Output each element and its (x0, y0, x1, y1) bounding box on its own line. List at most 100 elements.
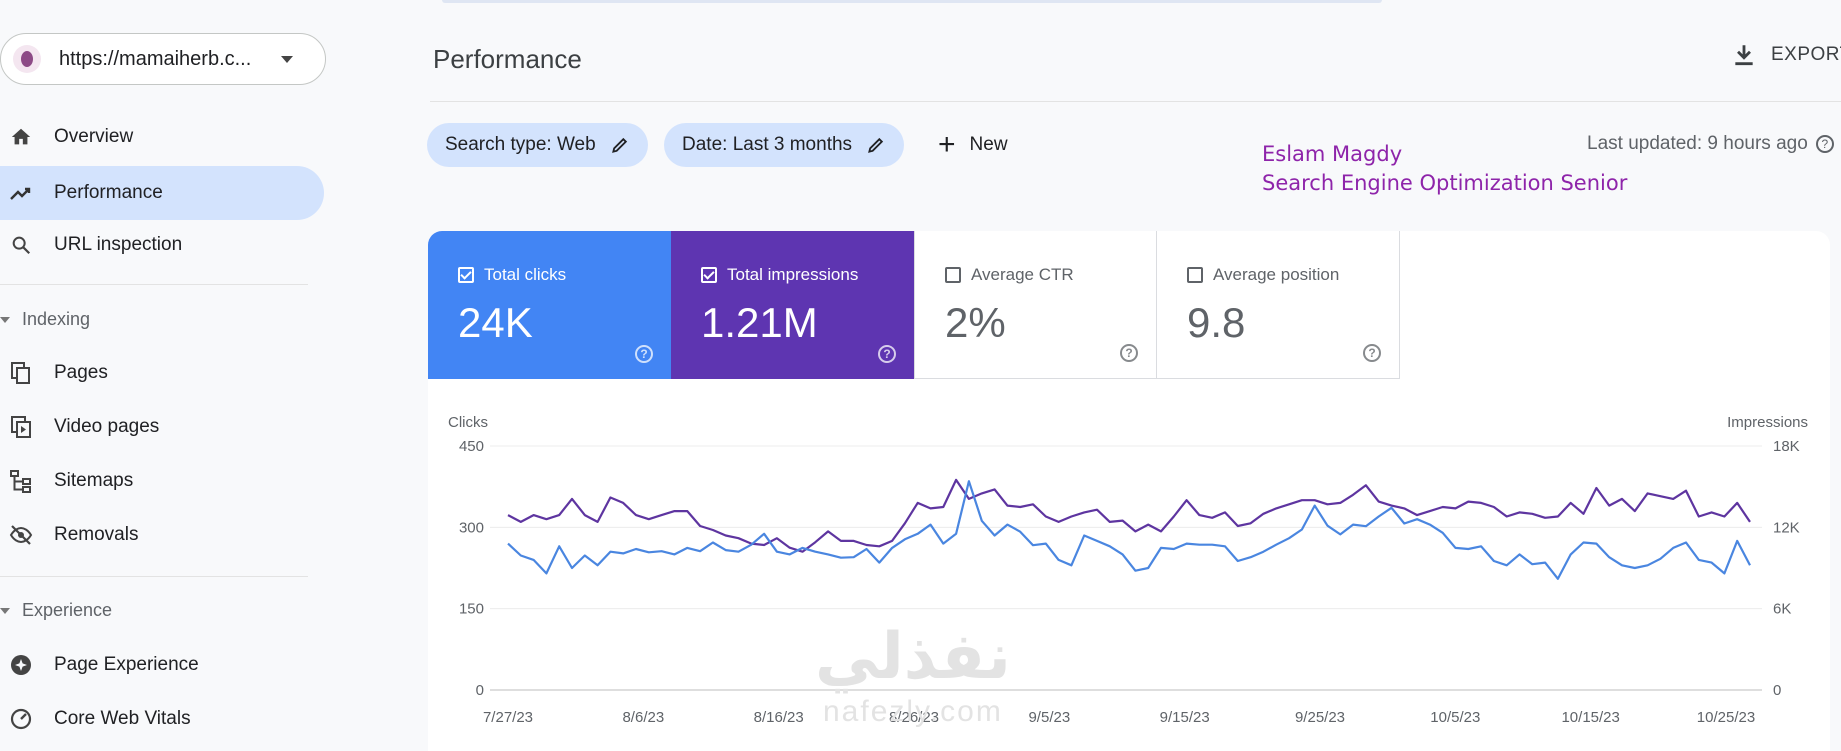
site-favicon-icon (13, 45, 41, 73)
sidebar-item-video-pages[interactable]: Video pages (0, 400, 324, 454)
chip-label: Search type: Web (445, 134, 596, 155)
section-label: Indexing (22, 309, 91, 329)
metric-average-ctr[interactable]: Average CTR 2% ? (914, 231, 1157, 379)
x-tick: 8/16/23 (754, 709, 804, 726)
filter-chip-search-type[interactable]: Search type: Web (427, 123, 648, 167)
sidebar-item-sitemaps[interactable]: Sitemaps (0, 454, 324, 508)
metric-value: 24K (458, 299, 533, 346)
y-tick-left: 450 (459, 438, 484, 455)
y-tick-right: 18K (1773, 438, 1800, 455)
sidebar-item-label: Sitemaps (54, 470, 134, 491)
metric-label: Average CTR (971, 265, 1074, 284)
eye-off-icon (8, 522, 34, 548)
chip-label: Date: Last 3 months (682, 134, 853, 155)
performance-chart[interactable]: Clicks Impressions 450 18K 300 12K 150 6K 0 0 7/27… (428, 231, 1830, 736)
metric-total-impressions[interactable]: Total impressions 1.21M ? (671, 231, 914, 379)
series-line-clicks (507, 480, 1751, 580)
video-pages-icon (8, 414, 34, 440)
sidebar-item-page-experience[interactable]: Page Experience (0, 638, 324, 692)
top-progress-strip (442, 0, 1382, 3)
axis-label-clicks: Clicks (448, 414, 488, 431)
new-label: New (969, 134, 1008, 155)
sidebar-divider (0, 284, 308, 285)
sidebar-section-indexing[interactable]: Indexing (0, 309, 90, 330)
y-tick-right: 12K (1773, 519, 1800, 536)
speedometer-icon (8, 706, 34, 732)
help-icon[interactable]: ? (878, 345, 896, 363)
new-filter-button[interactable]: + New (938, 128, 1008, 162)
author-name: Eslam Magdy (1262, 142, 1403, 166)
download-icon (1735, 45, 1753, 66)
metric-total-clicks[interactable]: Total clicks 24K ? (428, 231, 671, 379)
metric-label: Average position (1213, 265, 1340, 284)
sidebar-item-pages[interactable]: Pages (0, 346, 324, 400)
collapse-caret-icon (0, 607, 10, 614)
collapse-caret-icon (0, 316, 10, 323)
checkbox-unchecked-icon[interactable] (945, 267, 961, 283)
help-icon[interactable]: ? (1363, 344, 1381, 362)
last-updated-text: Last updated: 9 hours ago (1587, 133, 1808, 154)
metric-value: 9.8 (1187, 299, 1246, 346)
x-tick: 7/27/23 (483, 709, 533, 726)
sidebar-item-overview[interactable]: Overview (0, 110, 324, 164)
sidebar-item-label: Performance (54, 182, 163, 203)
sidebar-item-label: Pages (54, 362, 108, 383)
help-icon[interactable]: ? (1120, 344, 1138, 362)
sidebar-item-label: Video pages (54, 416, 160, 437)
sidebar-item-core-web-vitals[interactable]: Core Web Vitals (0, 692, 324, 746)
y-tick-left: 300 (459, 519, 484, 536)
x-tick: 9/25/23 (1295, 709, 1345, 726)
section-label: Experience (22, 600, 113, 620)
edit-pencil-icon (868, 137, 884, 153)
checkbox-unchecked-icon[interactable] (1187, 267, 1203, 283)
page-experience-icon (8, 652, 34, 678)
last-updated: Last updated: 9 hours ago ? (1587, 133, 1834, 155)
author-overlay: Eslam Magdy Search Engine Optimization S… (1262, 140, 1627, 198)
sidebar-item-removals[interactable]: Removals (0, 508, 324, 562)
sidebar-section-experience[interactable]: Experience (0, 600, 112, 621)
sidebar-divider (0, 576, 308, 577)
sidebar-item-url-inspection[interactable]: URL inspection (0, 218, 324, 272)
search-icon (8, 232, 34, 258)
filter-chip-date[interactable]: Date: Last 3 months (664, 123, 905, 167)
sidebar-item-label: Core Web Vitals (54, 708, 191, 729)
sidebar-item-label: URL inspection (54, 234, 183, 255)
performance-card: Total clicks 24K ? Total impressions 1.2… (428, 231, 1830, 751)
x-tick: 8/6/23 (622, 709, 664, 726)
metric-label: Total clicks (484, 265, 567, 284)
x-tick: 10/15/23 (1561, 709, 1619, 726)
x-tick: 8/26/23 (889, 709, 939, 726)
export-button[interactable]: EXPORT (1731, 42, 1841, 68)
axis-label-impressions: Impressions (1727, 414, 1808, 431)
series-line-impressions (507, 478, 1751, 553)
y-tick-left: 150 (459, 601, 484, 618)
sitemaps-icon (8, 468, 34, 494)
home-icon (8, 124, 34, 150)
help-icon[interactable]: ? (635, 345, 653, 363)
trending-up-icon (8, 180, 34, 206)
watermark-latin: nafezly.com (823, 695, 1003, 728)
metric-label: Total impressions (727, 265, 859, 284)
edit-pencil-icon (611, 137, 627, 153)
page-title: Performance (433, 44, 582, 74)
y-tick-right: 6K (1773, 601, 1791, 618)
chevron-down-icon (281, 55, 293, 63)
export-label: EXPORT (1771, 44, 1841, 65)
help-icon[interactable]: ? (1815, 135, 1834, 153)
property-selector[interactable]: https://mamaiherb.c... (0, 33, 326, 85)
metric-value: 1.21M (701, 299, 818, 346)
metric-value: 2% (945, 299, 1006, 346)
y-tick-left: 0 (476, 682, 484, 699)
pages-icon (8, 360, 34, 386)
property-url: https://mamaiherb.c... (59, 47, 252, 70)
author-title: Search Engine Optimization Senior (1262, 171, 1628, 195)
x-tick: 9/5/23 (1028, 709, 1070, 726)
metric-average-position[interactable]: Average position 9.8 ? (1157, 231, 1400, 379)
x-tick: 10/5/23 (1430, 709, 1480, 726)
checkbox-checked-icon[interactable] (701, 267, 717, 283)
sidebar-item-performance[interactable]: Performance (0, 166, 324, 220)
header-divider (430, 101, 1841, 102)
checkbox-checked-icon[interactable] (458, 267, 474, 283)
x-tick: 9/15/23 (1160, 709, 1210, 726)
plus-icon: + (938, 128, 956, 161)
